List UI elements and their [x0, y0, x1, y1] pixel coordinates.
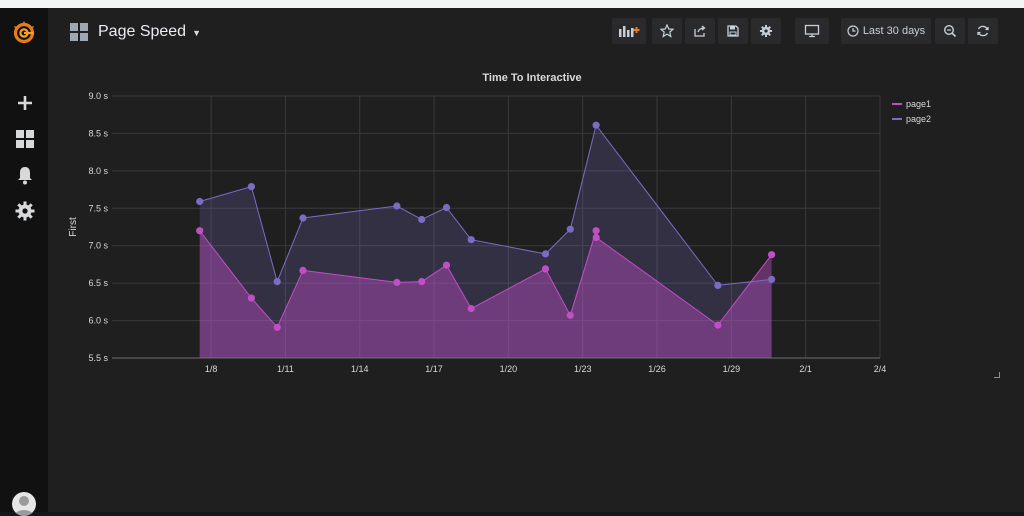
point-page1: [592, 233, 600, 242]
time-range-label: Last 30 days: [862, 25, 926, 37]
point-page1: [768, 251, 776, 259]
point-page1: [592, 227, 600, 235]
point-page1: [442, 261, 451, 269]
legend-label-page2: page2: [906, 113, 932, 124]
y-tick-label: 8.0 s: [88, 166, 108, 176]
refresh-button[interactable]: [968, 18, 998, 44]
zoom-out-button[interactable]: [935, 18, 965, 44]
grafana-logo-icon[interactable]: [10, 18, 38, 46]
point-page1: [196, 227, 204, 235]
dashboard-area: Page Speed ▼: [48, 8, 1024, 512]
x-tick-label: 2/1: [799, 364, 812, 374]
settings-button[interactable]: [751, 18, 781, 44]
y-tick-label: 9.0 s: [88, 91, 108, 101]
browser-top-strip: [0, 0, 1024, 8]
point-page2: [566, 225, 574, 233]
x-tick-label: 1/23: [574, 364, 592, 374]
x-tick-label: 1/26: [648, 364, 666, 374]
point-page2: [467, 236, 475, 244]
chart-legend: page1 page2: [892, 96, 931, 126]
share-icon: [694, 25, 706, 37]
y-tick-label: 7.5 s: [88, 203, 108, 213]
x-tick-label: 2/4: [874, 364, 887, 374]
point-page2: [592, 121, 600, 129]
point-page1: [541, 265, 550, 273]
add-panel-button[interactable]: [612, 18, 646, 44]
point-page2: [768, 275, 776, 283]
x-tick-label: 1/17: [425, 364, 443, 374]
user-avatar-icon[interactable]: [12, 492, 36, 516]
dashboard-title-picker[interactable]: Page Speed ▼: [70, 20, 201, 44]
point-page2: [541, 250, 550, 258]
point-page2: [442, 203, 451, 212]
panel-title: Time To Interactive: [482, 72, 582, 84]
zoom-out-icon: [943, 24, 957, 38]
cycle-view-mode-button[interactable]: [795, 18, 829, 44]
y-axis-label: First: [68, 217, 79, 237]
point-page1: [714, 321, 722, 329]
clock-icon: [847, 25, 859, 37]
point-page2: [273, 278, 281, 286]
time-picker-button[interactable]: Last 30 days: [841, 18, 931, 44]
point-page1: [467, 305, 475, 313]
point-page2: [247, 183, 255, 191]
page-title: Page Speed: [98, 23, 187, 40]
point-page1: [566, 311, 574, 319]
point-page2: [196, 197, 204, 206]
star-button[interactable]: [652, 18, 682, 44]
dashboards-grid-icon: [70, 23, 88, 41]
share-button[interactable]: [685, 18, 715, 44]
area-page2: [199, 125, 772, 358]
point-page2: [418, 215, 426, 224]
legend-label-page1: page1: [906, 98, 932, 109]
point-page1: [273, 323, 281, 331]
legend-item-page2[interactable]: page2: [892, 111, 931, 126]
legend-item-page1[interactable]: page1: [892, 96, 931, 111]
x-tick-label: 1/11: [277, 364, 294, 374]
y-tick-label: 6.5 s: [88, 278, 108, 288]
gear-icon: [759, 24, 773, 38]
bell-icon[interactable]: [14, 164, 36, 186]
star-icon: [660, 24, 674, 38]
chevron-down-icon: ▼: [192, 28, 201, 38]
gear-icon[interactable]: [14, 200, 36, 222]
x-tick-label: 1/8: [205, 364, 218, 374]
add-panel-icon: [619, 26, 640, 37]
x-tick-label: 1/20: [500, 364, 518, 374]
save-button[interactable]: [718, 18, 748, 44]
dashboards-grid-icon[interactable]: [14, 128, 36, 150]
time-series-chart: 5.5 s 6.0 s 6.5 s 7.0 s 7.5 s 8.0 s 8.5 s 9.0 s…: [68, 91, 887, 374]
x-tick-label: 1/29: [723, 364, 741, 374]
point-page2: [393, 202, 401, 210]
side-menu: [0, 8, 48, 516]
y-tick-label: 5.5 s: [88, 353, 108, 363]
point-page1: [393, 278, 401, 286]
y-tick-label: 8.5 s: [88, 128, 108, 138]
point-page2: [299, 214, 307, 222]
save-icon: [727, 25, 739, 37]
panel-resize-handle[interactable]: [994, 372, 1000, 378]
y-tick-label: 6.0 s: [88, 316, 108, 326]
legend-swatch-page2: [892, 117, 902, 120]
point-page2: [714, 281, 722, 289]
monitor-icon: [804, 24, 820, 38]
refresh-icon: [977, 25, 989, 37]
x-tick-label: 1/14: [351, 364, 369, 374]
point-page1: [247, 294, 255, 302]
area-page1: [199, 230, 772, 358]
legend-swatch-page1: [892, 102, 902, 105]
point-page1: [299, 266, 307, 274]
plus-icon[interactable]: [14, 92, 36, 114]
y-tick-label: 7.0 s: [88, 241, 108, 251]
point-page1: [418, 278, 426, 286]
